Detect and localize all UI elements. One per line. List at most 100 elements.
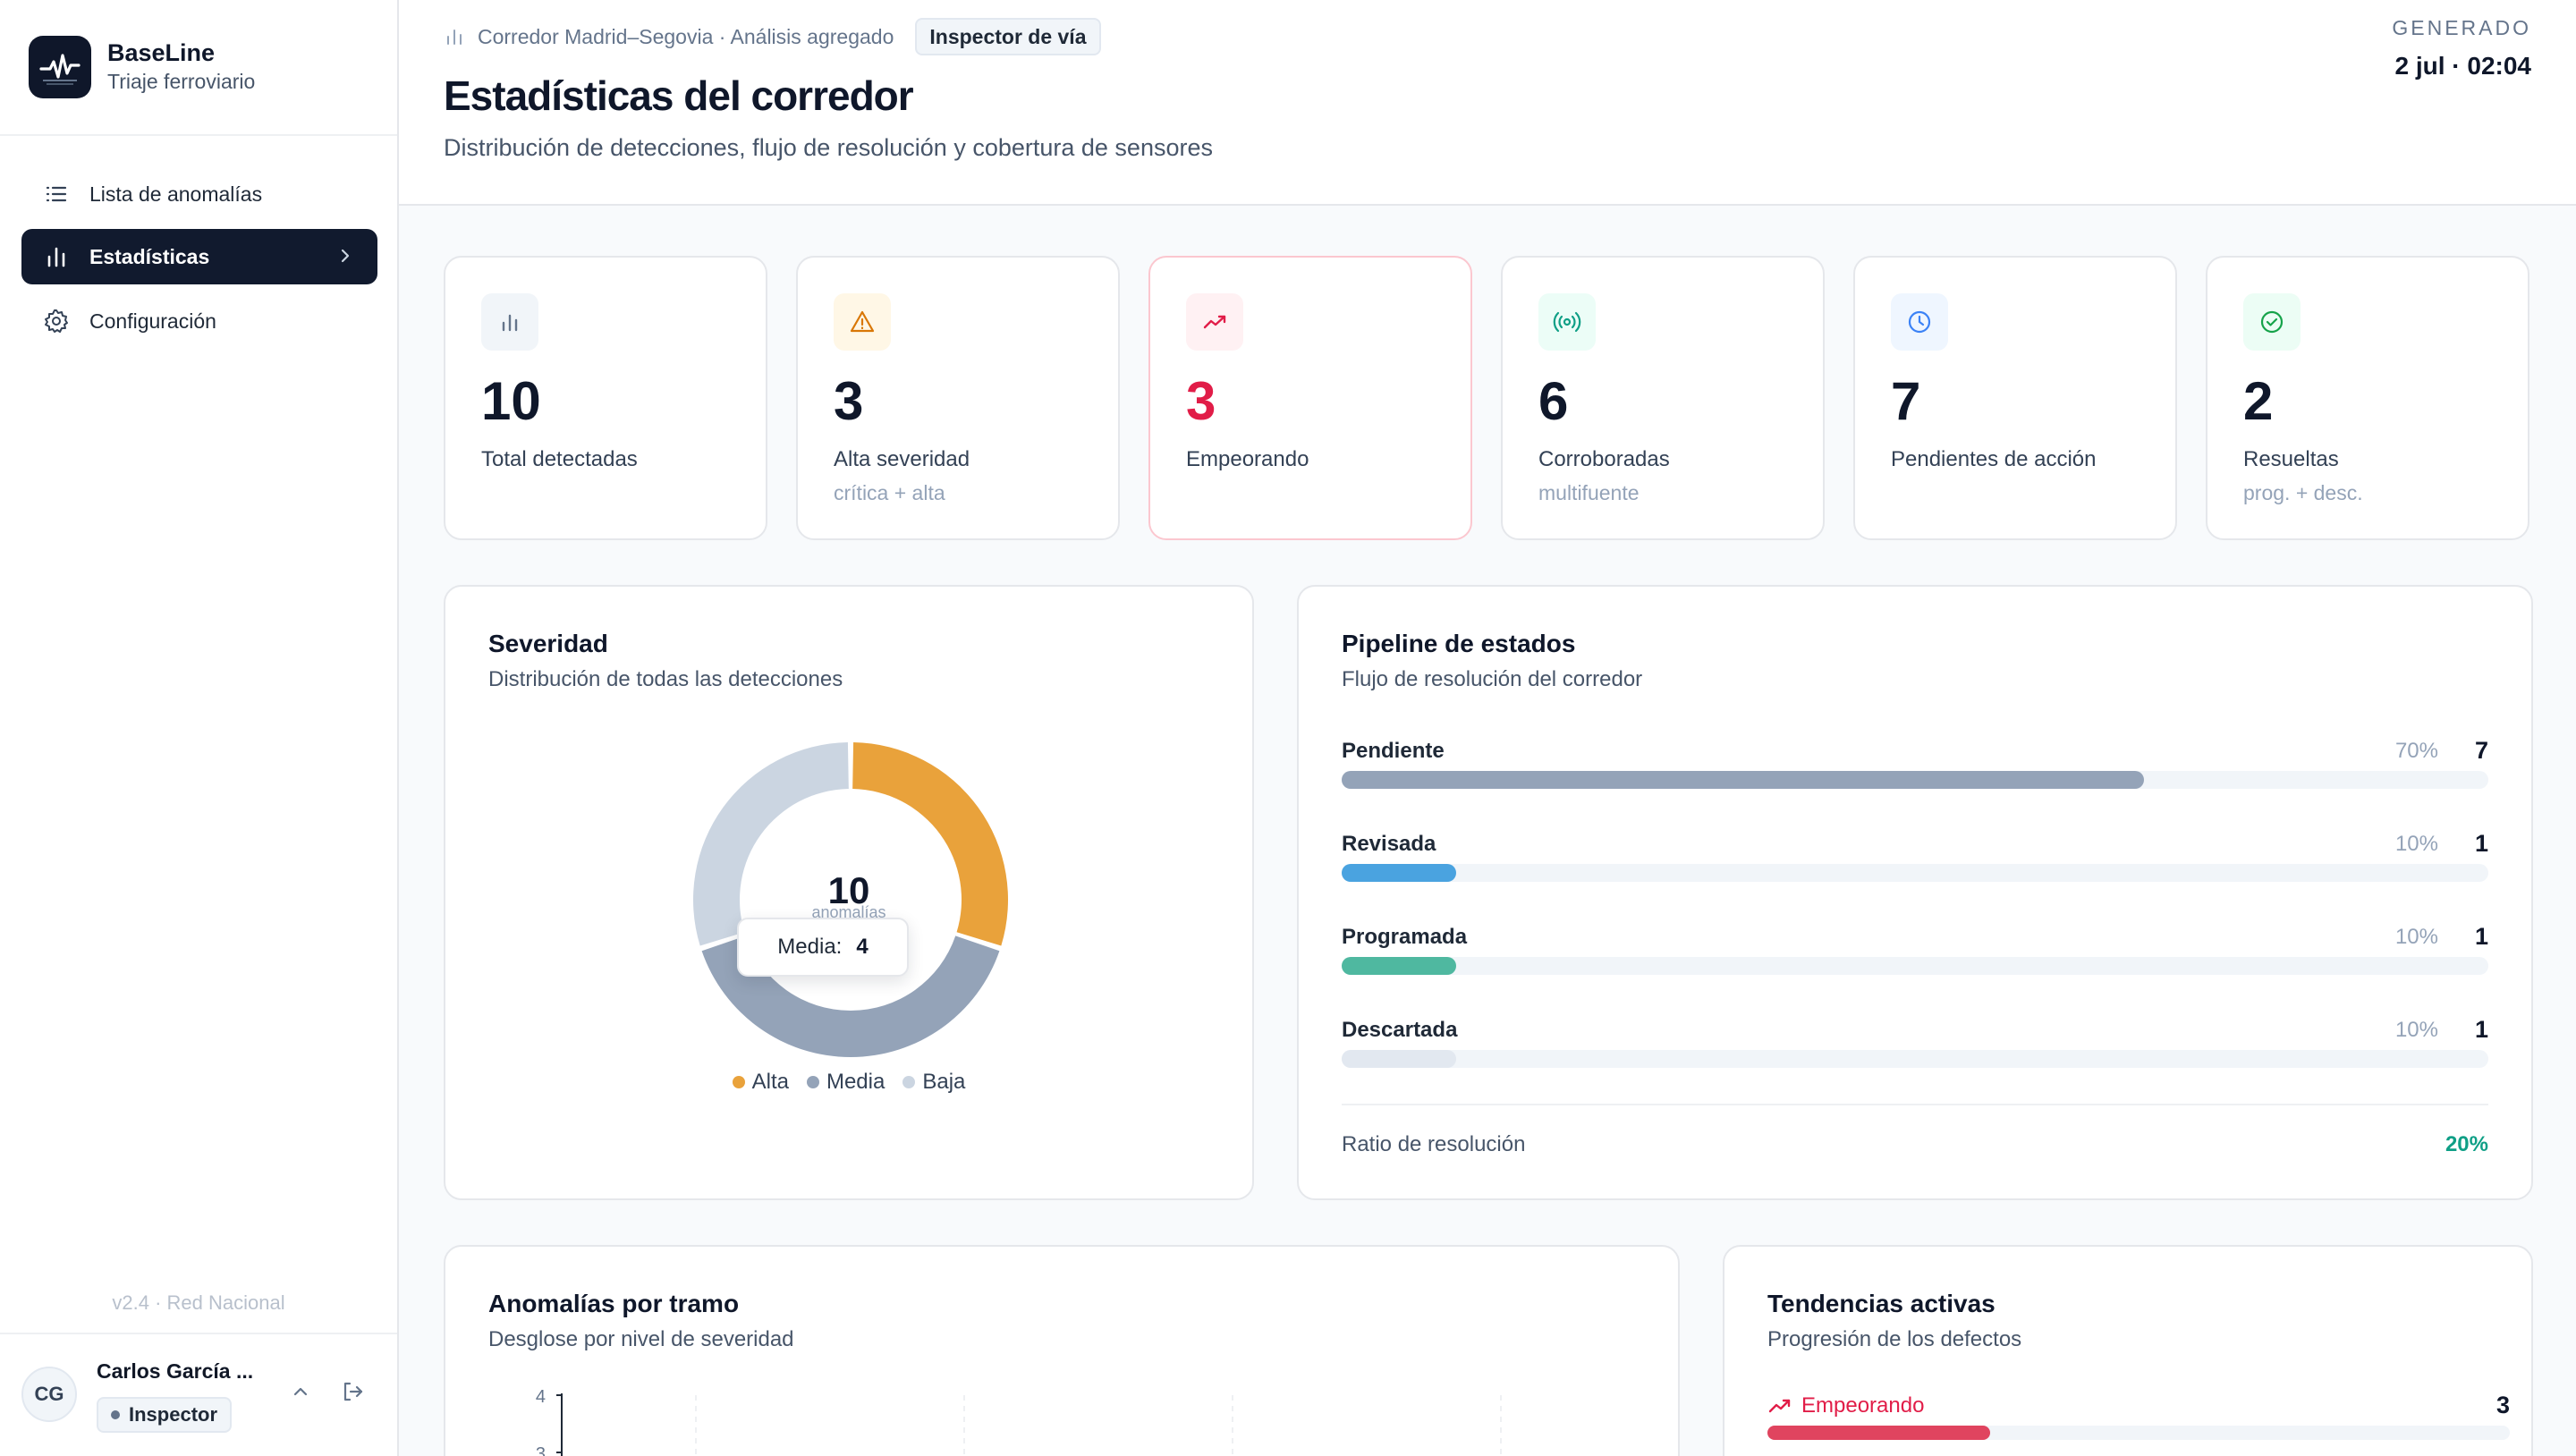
pipeline-track — [1342, 957, 2488, 975]
donut-center-value: 10 — [827, 869, 870, 911]
panel-title: Pipeline de estados — [1342, 630, 1576, 657]
pipeline-track — [1342, 771, 2488, 789]
panel-subtitle: Desglose por nivel de severidad — [488, 1327, 794, 1351]
pipeline-row[interactable]: Revisada 10% 1 — [1342, 830, 2488, 903]
pipeline-label: Descartada — [1342, 1018, 1458, 1042]
kpi-sublabel: crítica + alta — [834, 481, 945, 504]
legend-item[interactable]: Alta — [732, 1070, 789, 1095]
donut-slice-alta[interactable] — [852, 742, 1008, 946]
list-icon — [41, 179, 72, 209]
chart-legend: Alta Media Baja — [445, 1070, 1252, 1095]
page-header: Corredor Madrid–Segovia · Análisis agreg… — [399, 0, 2576, 206]
panel-title: Severidad — [488, 630, 608, 657]
breadcrumb-text: Corredor Madrid–Segovia · Análisis agreg… — [478, 24, 894, 48]
pipeline-fill — [1342, 771, 2145, 789]
legend-swatch — [732, 1076, 745, 1088]
kpi-value: 10 — [481, 371, 541, 431]
kpi-label: Empeorando — [1186, 447, 1309, 471]
pipeline-label: Pendiente — [1342, 739, 1445, 763]
user-panel: CG Carlos García ... Inspector — [0, 1333, 397, 1456]
brand-title: BaseLine — [107, 39, 216, 66]
trending-up-icon — [1186, 293, 1243, 351]
tooltip-label: Media: — [777, 935, 843, 959]
kpi-corroborated[interactable]: 6 Corroboradas multifuente — [1501, 256, 1825, 540]
panel-title: Tendencias activas — [1767, 1290, 1996, 1317]
breadcrumb: Corredor Madrid–Segovia · Análisis agreg… — [444, 18, 1101, 55]
severity-donut-chart — [693, 742, 1008, 1057]
legend-label: Media — [826, 1070, 886, 1094]
expand-user-menu-button[interactable] — [283, 1374, 318, 1409]
kpi-label: Pendientes de acción — [1891, 447, 2097, 471]
kpi-worsening[interactable]: 3 Empeorando — [1148, 256, 1472, 540]
nav-item-label: Lista de anomalías — [89, 182, 263, 206]
brand: BaseLine Triaje ferroviario — [0, 0, 397, 136]
page-subtitle: Distribución de detecciones, flujo de re… — [444, 134, 1213, 161]
app-logo — [29, 36, 91, 98]
avatar[interactable]: CG — [21, 1367, 77, 1422]
user-role: Inspector — [129, 1403, 218, 1426]
user-role-badge: Inspector — [97, 1397, 233, 1433]
pipeline-count: 1 — [2474, 830, 2488, 857]
legend-item[interactable]: Media — [806, 1070, 886, 1095]
nav-item-settings[interactable]: Configuración — [21, 293, 377, 349]
nav-item-anomaly-list[interactable]: Lista de anomalías — [21, 166, 377, 222]
legend-label: Baja — [922, 1070, 966, 1094]
kpi-high-severity[interactable]: 3 Alta severidad crítica + alta — [796, 256, 1120, 540]
radio-signal-icon — [1538, 293, 1596, 351]
pipeline-count: 1 — [2474, 1016, 2488, 1043]
warning-icon — [834, 293, 891, 351]
nav-item-label: Estadísticas — [89, 244, 210, 268]
donut-slice-baja[interactable] — [693, 742, 849, 946]
severity-panel: Severidad Distribución de todas las dete… — [444, 585, 1254, 1200]
kpi-label: Resueltas — [2243, 447, 2339, 471]
logout-button[interactable] — [335, 1374, 370, 1409]
kpi-resolved[interactable]: 2 Resueltas prog. + desc. — [2206, 256, 2529, 540]
kpi-total-detected[interactable]: 10 Total detectadas — [444, 256, 767, 540]
gear-icon — [41, 306, 72, 336]
pipeline-percent: 10% — [2394, 925, 2438, 949]
kpi-sublabel: multifuente — [1538, 481, 1640, 504]
kpi-label: Corroboradas — [1538, 447, 1670, 471]
kpi-pending-action[interactable]: 7 Pendientes de acción — [1853, 256, 2177, 540]
bar-chart-icon — [481, 293, 538, 351]
trend-fill — [1767, 1426, 1990, 1440]
trending-up-icon — [1767, 1393, 1792, 1418]
divider — [1342, 1104, 2488, 1105]
panel-title: Anomalías por tramo — [488, 1290, 740, 1317]
logout-icon — [343, 1382, 363, 1401]
legend-item[interactable]: Baja — [902, 1070, 965, 1095]
kpi-value: 3 — [834, 371, 864, 431]
pipeline-fill — [1342, 1050, 1457, 1068]
kpi-label: Alta severidad — [834, 447, 970, 471]
section-bar-chart: 4 3 — [536, 1387, 1502, 1456]
pipeline-track — [1342, 864, 2488, 882]
pipeline-row[interactable]: Descartada 10% 1 — [1342, 1016, 2488, 1089]
legend-swatch — [806, 1076, 819, 1088]
trend-count: 3 — [2496, 1392, 2510, 1418]
pipeline-label: Programada — [1342, 925, 1468, 949]
page-title: Estadísticas del corredor — [444, 72, 914, 119]
chevron-up-icon — [293, 1387, 308, 1396]
y-tick-label: 4 — [536, 1387, 546, 1407]
panel-subtitle: Distribución de todas las detecciones — [488, 667, 843, 691]
panel-subtitle: Flujo de resolución del corredor — [1342, 667, 1643, 691]
legend-swatch — [902, 1076, 916, 1088]
chevron-right-icon — [333, 243, 358, 274]
pipeline-percent: 70% — [2394, 739, 2438, 763]
legend-label: Alta — [751, 1070, 789, 1094]
sidebar: BaseLine Triaje ferroviario Lista de ano… — [0, 0, 399, 1456]
pipeline-row[interactable]: Pendiente 70% 7 — [1342, 737, 2488, 810]
kpi-value: 6 — [1538, 371, 1569, 431]
pipeline-row[interactable]: Programada 10% 1 — [1342, 923, 2488, 996]
donut-slice-media[interactable] — [701, 935, 1000, 1057]
pipeline-count: 1 — [2474, 923, 2488, 950]
generated-timestamp: 2 jul · 02:04 — [2394, 52, 2531, 80]
kpi-value: 7 — [1891, 371, 1921, 431]
pipeline-count: 7 — [2474, 737, 2488, 764]
check-circle-icon — [2243, 293, 2301, 351]
section-breakdown-panel: Anomalías por tramo Desglose por nivel d… — [444, 1245, 1680, 1456]
nav-item-statistics[interactable]: Estadísticas — [21, 229, 377, 284]
trend-track — [1767, 1426, 2510, 1440]
pipeline-panel: Pipeline de estados Flujo de resolución … — [1297, 585, 2533, 1200]
role-badge: Inspector de vía — [915, 18, 1101, 55]
